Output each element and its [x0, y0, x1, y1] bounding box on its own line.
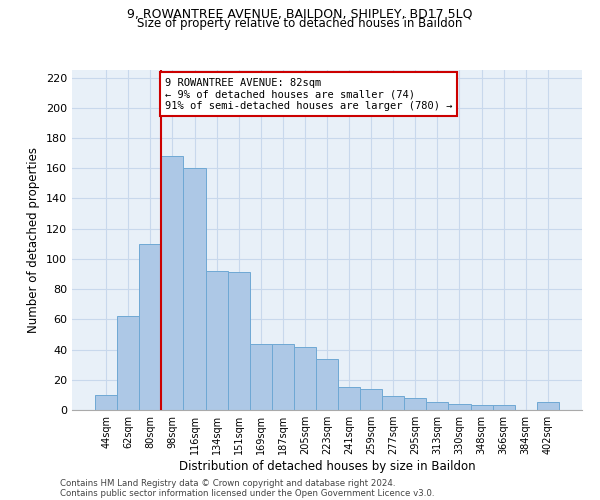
Bar [382, 396, 404, 410]
Bar [360, 389, 382, 410]
Bar [537, 402, 559, 410]
Text: Size of property relative to detached houses in Baildon: Size of property relative to detached ho… [137, 18, 463, 30]
Bar [139, 244, 161, 410]
Bar [95, 395, 117, 410]
Bar [117, 316, 139, 410]
Bar [294, 346, 316, 410]
Bar [493, 406, 515, 410]
Bar [227, 272, 250, 410]
Bar [250, 344, 272, 410]
Text: Contains public sector information licensed under the Open Government Licence v3: Contains public sector information licen… [60, 488, 434, 498]
Bar [184, 168, 206, 410]
Bar [206, 271, 227, 410]
Bar [470, 406, 493, 410]
Bar [272, 344, 294, 410]
Y-axis label: Number of detached properties: Number of detached properties [28, 147, 40, 333]
Text: Contains HM Land Registry data © Crown copyright and database right 2024.: Contains HM Land Registry data © Crown c… [60, 478, 395, 488]
Bar [427, 402, 448, 410]
X-axis label: Distribution of detached houses by size in Baildon: Distribution of detached houses by size … [179, 460, 475, 473]
Bar [338, 388, 360, 410]
Bar [404, 398, 427, 410]
Bar [316, 358, 338, 410]
Text: 9, ROWANTREE AVENUE, BAILDON, SHIPLEY, BD17 5LQ: 9, ROWANTREE AVENUE, BAILDON, SHIPLEY, B… [127, 8, 473, 20]
Bar [448, 404, 470, 410]
Text: 9 ROWANTREE AVENUE: 82sqm
← 9% of detached houses are smaller (74)
91% of semi-d: 9 ROWANTREE AVENUE: 82sqm ← 9% of detach… [165, 78, 452, 111]
Bar [161, 156, 184, 410]
